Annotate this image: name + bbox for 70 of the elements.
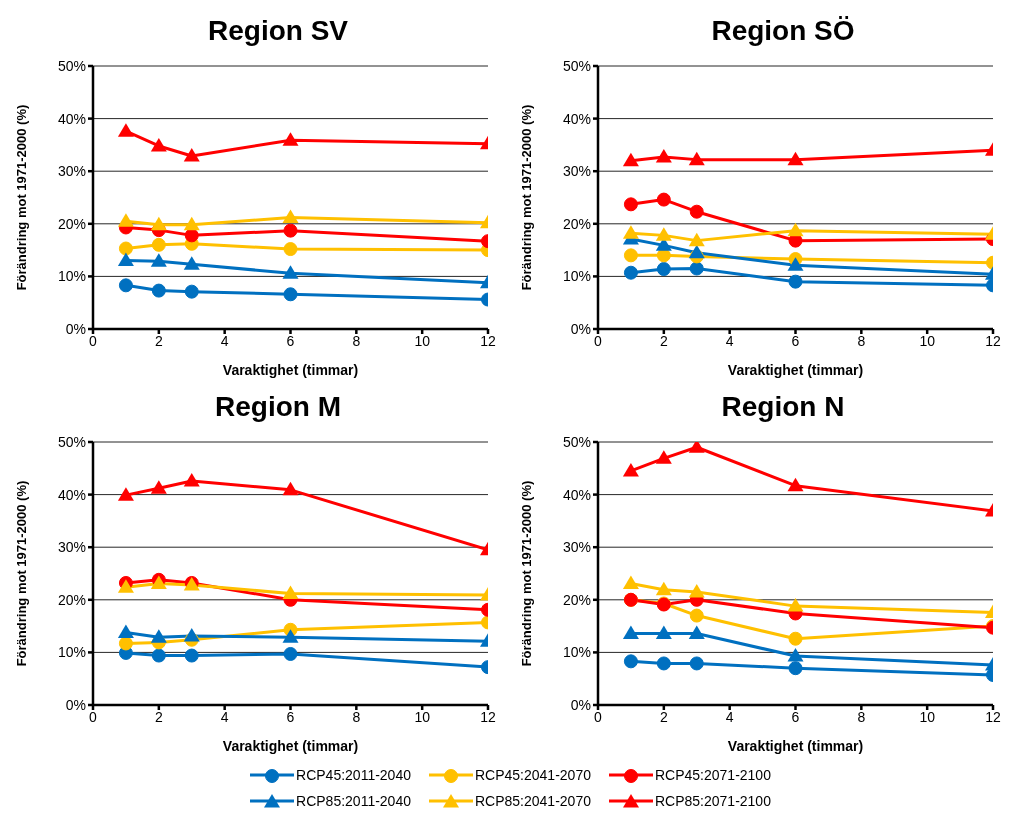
y-tick-label: 50% xyxy=(562,433,591,450)
y-tick-label: 20% xyxy=(57,591,86,608)
legend-label: RCP45:2071-2100 xyxy=(654,767,771,783)
y-tick-label: 30% xyxy=(562,539,591,556)
y-tick-label: 30% xyxy=(562,163,591,180)
y-tick-label: 30% xyxy=(57,163,86,180)
y-tick-label: 10% xyxy=(562,644,591,661)
x-tick-label: 12 xyxy=(985,708,1001,725)
x-tick-label: 4 xyxy=(725,332,734,349)
y-tick-label: 40% xyxy=(562,486,591,503)
x-tick-label: 0 xyxy=(89,708,98,725)
y-tick-label: 50% xyxy=(562,57,591,74)
y-tick-label: 0% xyxy=(65,320,86,337)
y-tick-label: 50% xyxy=(57,57,86,74)
x-tick-label: 8 xyxy=(857,332,866,349)
y-tick-label: 30% xyxy=(57,539,86,556)
x-tick-label: 10 xyxy=(414,708,431,725)
x-tick-label: 2 xyxy=(154,708,163,725)
y-tick-label: 40% xyxy=(57,110,86,127)
y-tick-label: 20% xyxy=(562,215,591,232)
x-tick-label: 12 xyxy=(480,332,496,349)
x-axis-title: Varaktighet (timmar) xyxy=(222,362,359,378)
x-tick-label: 4 xyxy=(220,708,229,725)
legend-label: RCP85:2011-2040 xyxy=(296,793,411,809)
x-tick-label: 8 xyxy=(352,332,361,349)
chart-title: Region SÖ xyxy=(710,14,856,48)
chart-title: Region SV xyxy=(207,14,349,48)
y-tick-label: 10% xyxy=(57,268,86,285)
x-axis-title: Varaktighet (timmar) xyxy=(727,362,864,378)
y-tick-label: 0% xyxy=(65,696,86,713)
y-tick-label: 50% xyxy=(57,433,86,450)
y-axis-title: Förändring mot 1971-2000 (%) xyxy=(518,480,534,667)
x-tick-label: 4 xyxy=(725,708,734,725)
chart-title: Region M xyxy=(214,390,342,424)
x-tick-label: 2 xyxy=(659,708,668,725)
y-axis-title: Förändring mot 1971-2000 (%) xyxy=(13,104,29,291)
legend-label: RCP85:2071-2100 xyxy=(654,793,771,809)
x-tick-label: 6 xyxy=(791,708,800,725)
x-tick-label: 4 xyxy=(220,332,229,349)
y-tick-label: 20% xyxy=(562,591,591,608)
legend-label: RCP45:2041-2070 xyxy=(474,767,591,783)
x-tick-label: 12 xyxy=(480,708,496,725)
x-axis-title: Varaktighet (timmar) xyxy=(222,738,359,754)
x-tick-label: 10 xyxy=(919,332,936,349)
y-axis-title: Förändring mot 1971-2000 (%) xyxy=(518,104,534,291)
x-axis-title: Varaktighet (timmar) xyxy=(727,738,864,754)
y-tick-label: 0% xyxy=(570,320,591,337)
x-tick-label: 0 xyxy=(89,332,98,349)
x-tick-label: 8 xyxy=(857,708,866,725)
x-tick-label: 2 xyxy=(659,332,668,349)
chart-title: Region N xyxy=(720,390,846,424)
y-tick-label: 40% xyxy=(57,486,86,503)
y-axis-title: Förändring mot 1971-2000 (%) xyxy=(13,480,29,667)
x-tick-label: 0 xyxy=(594,332,603,349)
x-tick-label: 6 xyxy=(286,708,295,725)
x-tick-label: 12 xyxy=(985,332,1001,349)
x-tick-label: 0 xyxy=(594,708,603,725)
y-tick-label: 0% xyxy=(570,696,591,713)
x-tick-label: 10 xyxy=(414,332,431,349)
legend-label: RCP45:2011-2040 xyxy=(296,767,411,783)
y-tick-label: 40% xyxy=(562,110,591,127)
y-tick-label: 10% xyxy=(57,644,86,661)
y-tick-label: 20% xyxy=(57,215,86,232)
legend-label: RCP85:2041-2070 xyxy=(474,793,591,809)
x-tick-label: 6 xyxy=(791,332,800,349)
x-tick-label: 10 xyxy=(919,708,936,725)
y-tick-label: 10% xyxy=(562,268,591,285)
x-tick-label: 2 xyxy=(154,332,163,349)
x-tick-label: 6 xyxy=(286,332,295,349)
x-tick-label: 8 xyxy=(352,708,361,725)
